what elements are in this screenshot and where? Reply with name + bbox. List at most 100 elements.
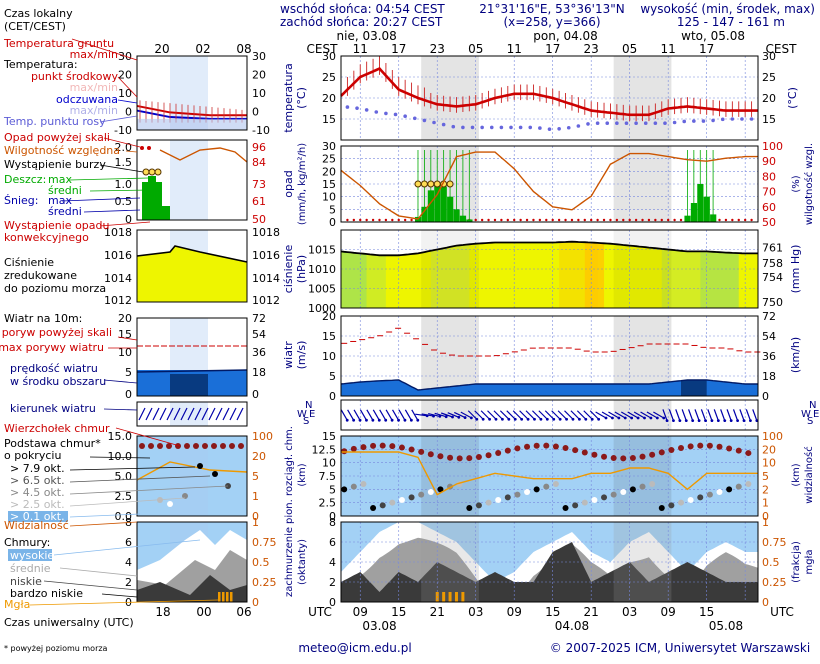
fog-unit: (frakcja) [791, 541, 802, 583]
legend-cloud-top-dot [211, 443, 217, 449]
legend-connector [69, 485, 229, 495]
tick-right-wind: 18 [762, 370, 776, 383]
cloud-top-dot [649, 451, 656, 458]
legend-humidity-tick: 61 [252, 195, 266, 208]
side-labels: temperatura (°C) (°C) opad (mm/h, kg/m²/… [282, 63, 815, 597]
wind-arrow-head [501, 417, 504, 421]
dew-point-dot [393, 112, 398, 117]
legend-precip-bar-3 [160, 206, 170, 220]
precip-zero-mark [622, 218, 625, 222]
compass-s-right: S [807, 416, 813, 427]
precip-zero-mark [737, 218, 740, 222]
cloud-base-dot [735, 483, 742, 490]
precip-zero-mark [480, 218, 484, 222]
legend-connector [103, 408, 138, 411]
precip-zero-mark [506, 218, 509, 222]
precip-zero-mark [731, 218, 734, 222]
wind-arrow-head [578, 417, 581, 421]
wind-arrow-head [469, 416, 473, 420]
legend-cloud-mid: średnie [10, 562, 51, 575]
legend-okt-5: > 0.1 okt. [10, 510, 65, 523]
compass-e-right: E [813, 409, 819, 420]
legend-wind-tick-r: 36 [252, 346, 266, 359]
wind-arrow-head [526, 417, 530, 421]
compass-right: N W E S [801, 400, 819, 427]
cloud-base-dot [350, 483, 357, 490]
legend-wind-line [136, 369, 248, 373]
footer-email[interactable]: meteo@icm.edu.pl [298, 641, 411, 655]
cloud-base-dot [370, 505, 377, 511]
wind-arrow-head [691, 419, 695, 423]
hour-cest: 23 [430, 42, 445, 56]
wind-arrow [379, 409, 387, 421]
legend-clouds: Chmury: [4, 536, 50, 549]
dew-point-dot [470, 125, 475, 130]
wind-arrow-head [345, 418, 349, 422]
legend-cloud-base-dot [197, 463, 203, 469]
legend-wind-tick: 0 [125, 388, 132, 401]
wind-arrow [421, 413, 434, 417]
legend-precip-over-dot [147, 146, 151, 150]
precip-zero-mark [590, 218, 593, 222]
legend-connector [99, 115, 138, 123]
legend-connector [99, 164, 144, 173]
wind-arrow [608, 411, 620, 419]
legend-temp-tick-r: -10 [252, 124, 270, 137]
tick-right-wind: 36 [762, 350, 776, 363]
legend-wind-arrow [138, 407, 146, 421]
legend-humidity-tick: 96 [252, 141, 266, 154]
cloud-top-dot [678, 444, 685, 451]
legend-cloud-very-low: bardzo niskie [10, 587, 83, 600]
dew-point-dot [701, 119, 706, 123]
tick-left-cloud: 2.5 [319, 497, 337, 510]
legend-wind-10m: Wiatr na 10m: [4, 312, 82, 325]
dew-point-dot [711, 118, 715, 123]
fog-bar [442, 592, 446, 602]
legend-connector [69, 475, 211, 483]
legend-cloud-tick: 2.5 [115, 490, 133, 503]
precip-zero-mark [513, 218, 516, 222]
tick-left-cover: 2 [329, 576, 336, 589]
wind-arrow-head [565, 417, 568, 421]
legend-temperature: Temperatura: [3, 58, 78, 71]
legend-time-tick-bottom: 00 [196, 605, 211, 619]
precip-zero-mark [577, 218, 580, 222]
wind-arrow-head [416, 418, 420, 422]
wind-arrow [732, 409, 739, 421]
legend-conv-1: Wystąpienie opadu [4, 219, 109, 232]
tick-left-cloud: 15 [322, 430, 336, 443]
hour-cest: 11 [661, 42, 676, 56]
cloud-base-dot [649, 481, 656, 487]
temp-midpoint-line [340, 67, 758, 117]
dew-point-dot [557, 127, 561, 131]
date-utc: 04.08 [555, 619, 589, 633]
legend-connector [117, 76, 138, 98]
tick-left-wind: 20 [322, 310, 336, 323]
dew-point-dot [412, 116, 417, 121]
hour-cest: 23 [584, 42, 599, 56]
precip-zero-mark [391, 218, 394, 222]
wind-arrow [576, 410, 587, 420]
precip-zero-mark [673, 218, 676, 222]
dew-point-dot [692, 119, 696, 123]
cloud-top-dot [552, 443, 559, 450]
legend-fog: Mgła [4, 598, 30, 611]
cloud-top-dot [726, 445, 733, 452]
day-headers: nie, 03.08 pon, 04.08 wto, 05.08 11 17 23 05 11… [337, 29, 746, 633]
legend-temp-tick-l: 20 [118, 69, 132, 82]
legend-cover-tick: 2 [125, 576, 132, 589]
legend-wind-arrow [194, 407, 202, 421]
dew-point-dot [566, 125, 571, 130]
legend-precip-tick: 0 [125, 213, 132, 226]
wind-arrow [392, 409, 400, 421]
cloud-top-dot [398, 444, 405, 451]
legend-cloud-tick: 10.0 [108, 450, 133, 463]
wind-arrow-head [697, 419, 701, 423]
cloud-base-dot [572, 502, 579, 509]
precip-zero-mark [724, 218, 728, 222]
legend-humidity-tick: 50 [252, 213, 266, 226]
legend-panel-band [170, 140, 208, 220]
legend-precip-over: Opad powyżej skali [4, 131, 110, 144]
wind-arrow [506, 410, 516, 420]
